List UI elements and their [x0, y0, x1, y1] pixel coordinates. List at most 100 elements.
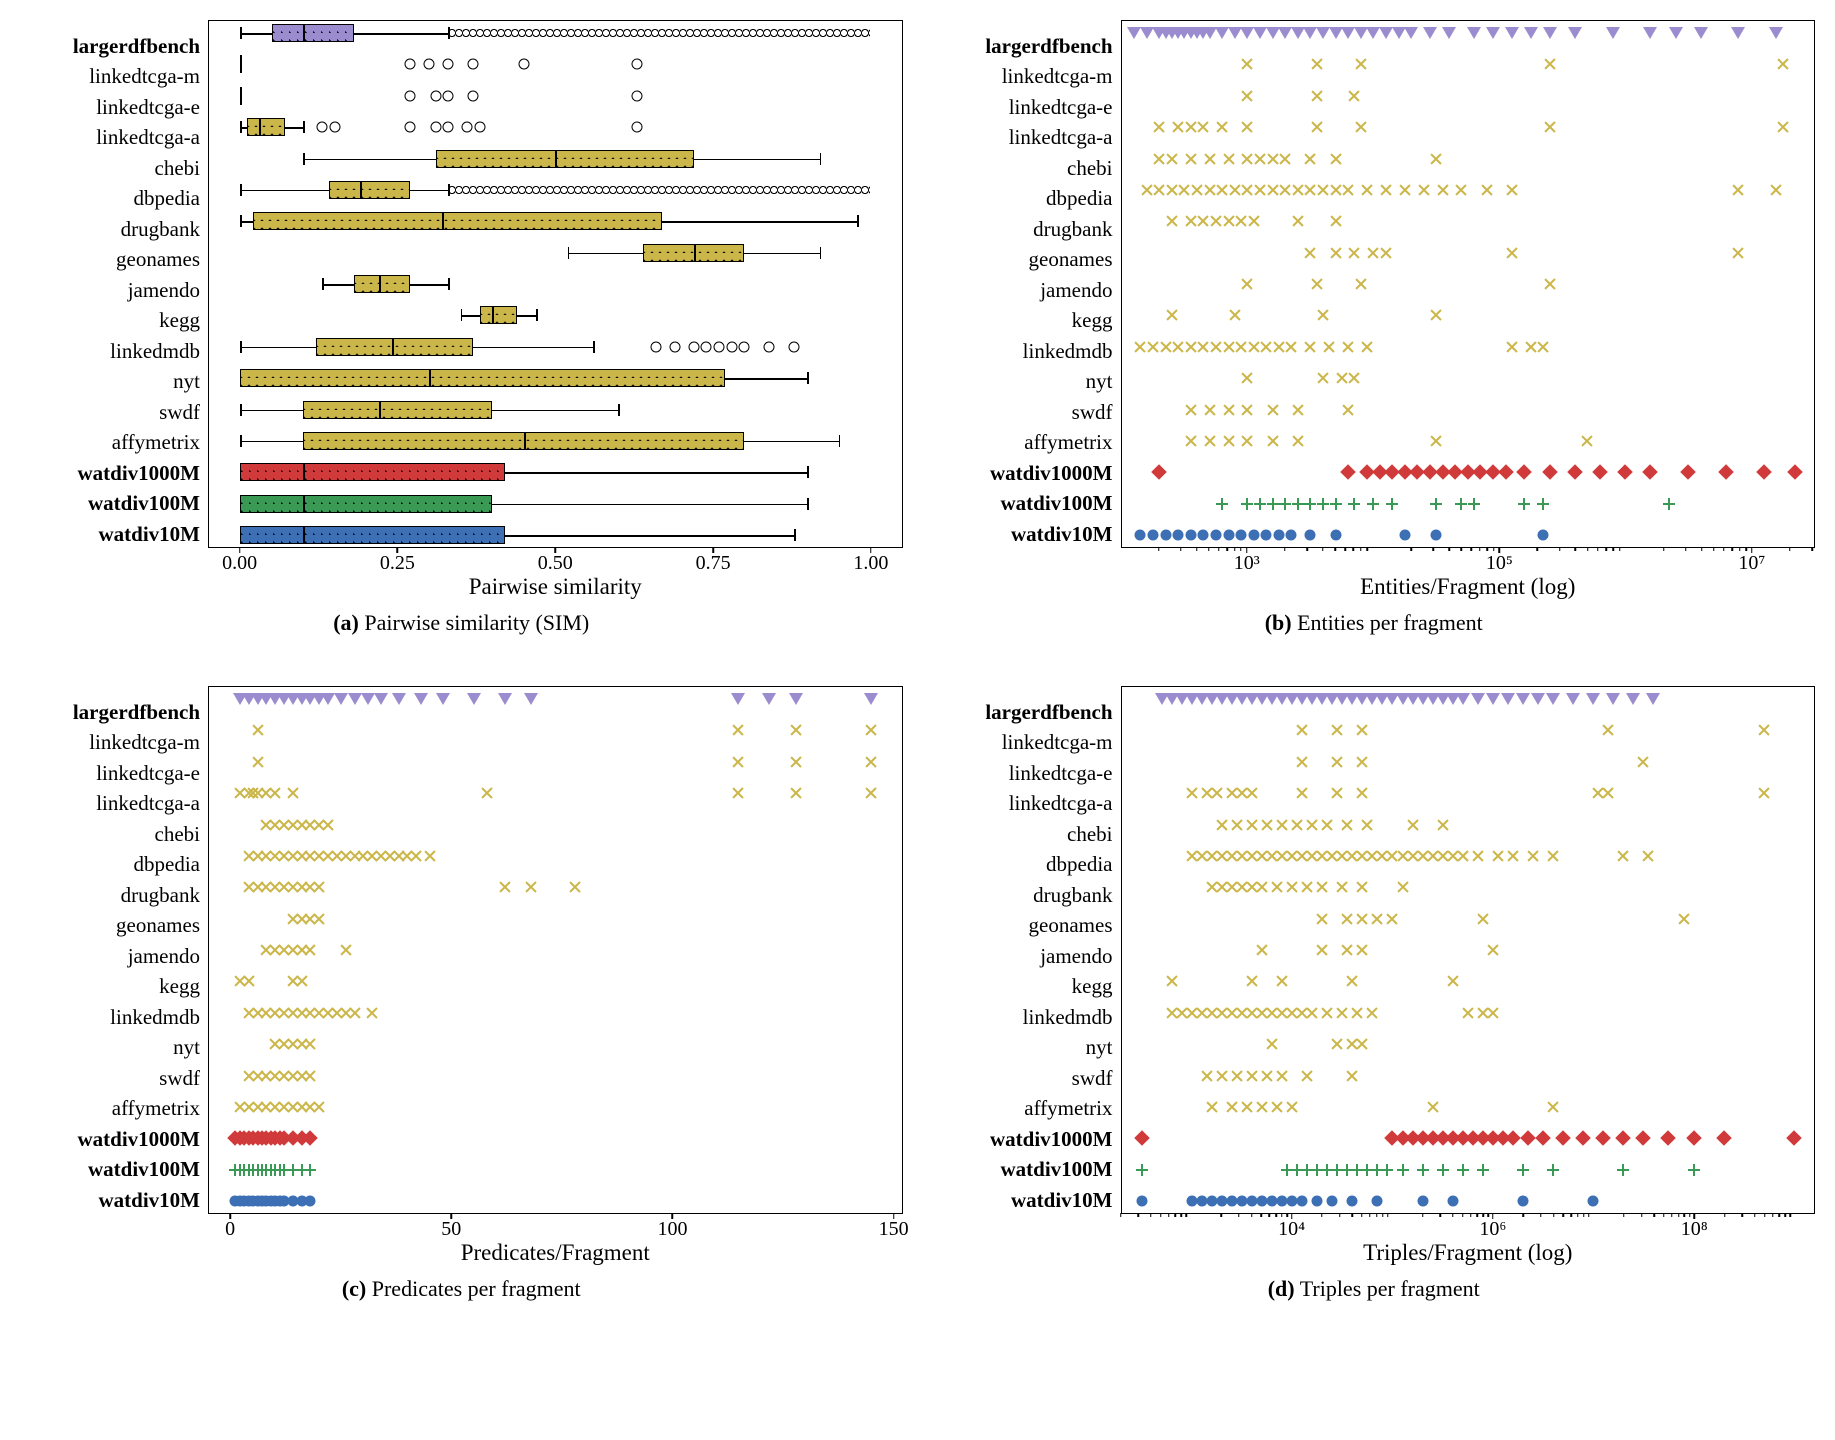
ylabel-dbpedia: dbpedia — [933, 185, 1113, 213]
marker — [1292, 215, 1304, 227]
strip-jamendo — [1122, 936, 1815, 964]
panel-d-chart — [1121, 686, 1816, 1214]
ylabel-nyt: nyt — [20, 368, 200, 396]
ylabel-watdiv100M: watdiv100M — [933, 490, 1113, 518]
marker — [1321, 819, 1333, 831]
marker — [1517, 1164, 1529, 1176]
marker — [1204, 404, 1216, 416]
marker — [1291, 819, 1303, 831]
marker — [1241, 121, 1253, 133]
marker — [525, 881, 537, 893]
marker — [1296, 787, 1308, 799]
ylabel-watdiv10M: watdiv10M — [20, 1186, 200, 1214]
ylabel-dbpedia: dbpedia — [20, 851, 200, 879]
marker — [1535, 1130, 1551, 1146]
marker — [1567, 464, 1583, 480]
marker — [1520, 1130, 1536, 1146]
marker — [366, 1007, 378, 1019]
marker — [1361, 184, 1373, 196]
marker — [1254, 184, 1266, 196]
marker — [1246, 787, 1258, 799]
marker — [1356, 787, 1368, 799]
marker — [1678, 913, 1690, 925]
marker — [1418, 184, 1430, 196]
strip-watdiv1000M — [209, 1124, 902, 1152]
marker — [1153, 121, 1165, 133]
marker — [1355, 58, 1367, 70]
marker — [865, 787, 877, 799]
marker — [1731, 27, 1745, 39]
ylabel-linkedtcga-a: linkedtcga-a — [20, 124, 200, 152]
panel-b-caption-prefix: (b) — [1265, 610, 1292, 635]
marker — [392, 693, 406, 705]
marker — [1367, 498, 1379, 510]
ylabel-watdiv1000M: watdiv1000M — [933, 1125, 1113, 1153]
marker — [1617, 464, 1633, 480]
marker — [1361, 819, 1373, 831]
strip-chebi — [1122, 145, 1815, 173]
xtick: 1.00 — [853, 552, 888, 575]
marker — [1267, 498, 1279, 510]
marker — [348, 693, 362, 705]
marker — [762, 693, 776, 705]
marker — [1718, 464, 1734, 480]
marker — [1777, 121, 1789, 133]
strip-jamendo — [209, 936, 902, 964]
marker — [1266, 1038, 1278, 1050]
marker — [1341, 913, 1353, 925]
marker — [1517, 464, 1533, 480]
strip-linkedtcga-e — [1122, 748, 1815, 776]
marker — [1616, 1130, 1632, 1146]
marker — [1356, 913, 1368, 925]
marker — [1216, 498, 1228, 510]
marker — [1372, 1196, 1383, 1207]
marker — [1248, 215, 1260, 227]
marker — [374, 693, 388, 705]
marker — [1134, 341, 1146, 353]
ylabel-linkedmdb: linkedmdb — [933, 337, 1113, 365]
panel-a-caption-prefix: (a) — [333, 610, 359, 635]
ylabel-largerdfbench: largerdfbench — [20, 32, 200, 60]
panel-d-ylabels: largerdfbenchlinkedtcga-mlinkedtcga-elin… — [933, 686, 1121, 1266]
xtick: 0.75 — [696, 552, 731, 575]
marker — [1686, 1130, 1702, 1146]
ylabel-geonames: geonames — [20, 246, 200, 274]
marker — [1273, 530, 1284, 541]
marker — [1305, 530, 1316, 541]
marker — [1241, 1101, 1253, 1113]
marker — [1292, 404, 1304, 416]
box-dbpedia — [209, 176, 902, 204]
strip-swdf — [209, 1062, 902, 1090]
marker — [1327, 1196, 1338, 1207]
marker — [1447, 975, 1459, 987]
marker — [1172, 341, 1184, 353]
marker — [1547, 850, 1559, 862]
xtick: 10⁵ — [1486, 552, 1513, 575]
marker — [1586, 693, 1600, 705]
panel-b-ylabels: largerdfbenchlinkedtcga-mlinkedtcga-elin… — [933, 20, 1121, 600]
marker — [1271, 881, 1283, 893]
ylabel-linkedtcga-m: linkedtcga-m — [933, 63, 1113, 91]
strip-watdiv100M — [1122, 1156, 1815, 1184]
box-geonames — [209, 239, 902, 267]
ylabel-largerdfbench: largerdfbench — [20, 698, 200, 726]
marker — [1472, 850, 1484, 862]
box-drugbank — [209, 207, 902, 235]
strip-linkedtcga-m — [1122, 50, 1815, 78]
marker — [1254, 153, 1266, 165]
box-linkedtcga-m — [209, 50, 902, 78]
panel-c-chart — [208, 686, 903, 1214]
marker — [252, 756, 264, 768]
marker — [1273, 341, 1285, 353]
marker — [731, 693, 745, 705]
strip-chebi — [209, 811, 902, 839]
marker — [1427, 1101, 1439, 1113]
marker — [1517, 1196, 1528, 1207]
marker — [790, 756, 802, 768]
panel-a-caption-text: Pairwise similarity (SIM) — [364, 610, 589, 635]
marker — [1204, 435, 1216, 447]
marker — [1248, 530, 1259, 541]
marker — [1256, 881, 1268, 893]
marker — [1178, 184, 1190, 196]
marker — [1486, 27, 1500, 39]
